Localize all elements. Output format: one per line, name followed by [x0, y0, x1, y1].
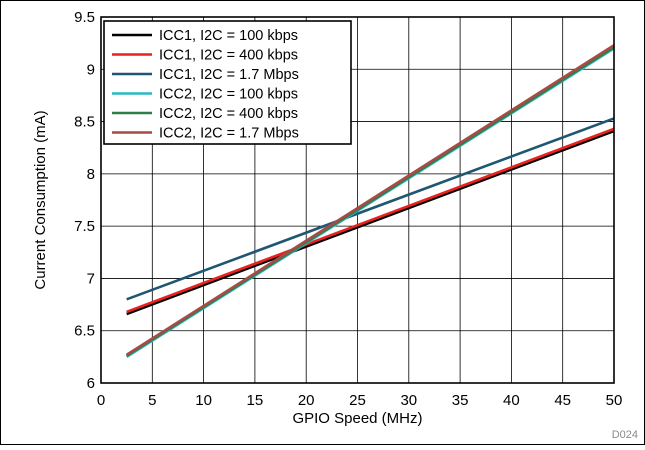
- x-tick-label: 35: [452, 392, 469, 409]
- plot-area-border: [100, 16, 615, 384]
- series-line-2: [126, 127, 615, 314]
- legend-label: ICC2, I2C = 400 kbps: [159, 106, 298, 122]
- y-tick-label: 9: [87, 61, 95, 78]
- x-axis-label: GPIO Speed (MHz): [292, 410, 422, 427]
- legend: ICC1, I2C = 100 kbps ICC1, I2C = 400 kbps…: [103, 20, 352, 145]
- x-tick-label: 10: [195, 392, 212, 409]
- x-tick-label: 50: [606, 392, 623, 409]
- y-tick-label: 6.5: [74, 323, 95, 340]
- y-axis-label: Current Consumption (mA): [32, 110, 49, 289]
- y-tick-label: 6: [87, 375, 95, 392]
- y-tick-label: 8.5: [74, 114, 95, 131]
- series-line-6: [125, 44, 615, 356]
- y-tick-label: 7: [87, 270, 95, 287]
- x-tick-label: 45: [554, 392, 571, 409]
- x-tick-label: 40: [503, 392, 520, 409]
- legend-label: ICC2, I2C = 100 kbps: [159, 87, 298, 103]
- y-tick-label: 7.5: [74, 218, 95, 235]
- series-line-1: [126, 129, 615, 316]
- x-tick-label: 15: [247, 392, 264, 409]
- legend-label: ICC1, I2C = 100 kbps: [159, 28, 298, 44]
- legend-box: [103, 20, 352, 145]
- x-tick-label: 5: [148, 392, 156, 409]
- y-tick-label: 9.5: [74, 9, 95, 26]
- legend-label: ICC1, I2C = 1.7 Mbps: [159, 67, 299, 83]
- x-tick-label: 0: [97, 392, 105, 409]
- y-tick-label: 8: [87, 166, 95, 183]
- legend-label: ICC1, I2C = 400 kbps: [159, 48, 298, 64]
- series-line-3: [126, 117, 615, 301]
- series-lines: [125, 44, 615, 358]
- x-tick-label: 20: [298, 392, 315, 409]
- tick-labels: 0 5 10 15 20 25 30 35 40 45 50 6 6.5 7 7.5 8 8.5 9 9.5: [74, 9, 622, 409]
- figure-id-label: D024: [612, 429, 638, 441]
- x-tick-label: 25: [349, 392, 366, 409]
- legend-label: ICC2, I2C = 1.7 Mbps: [159, 126, 299, 142]
- x-tick-label: 30: [400, 392, 417, 409]
